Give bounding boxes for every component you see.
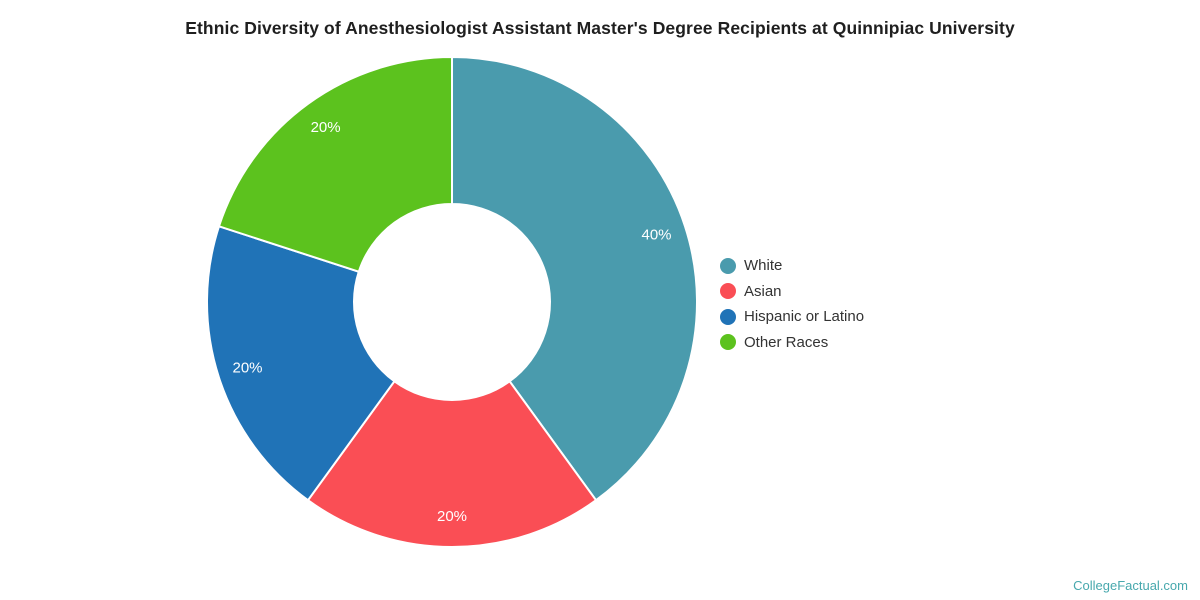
pie-slice-asian[interactable] (306, 379, 598, 549)
pie-slice-hispanic-or-latino[interactable] (205, 225, 396, 502)
chart-title: Ethnic Diversity of Anesthesiologist Ass… (185, 18, 1015, 38)
legend-item-asian[interactable]: Asian (720, 279, 864, 305)
watermark-link[interactable]: CollegeFactual.com (1073, 578, 1188, 593)
legend-label: Asian (744, 282, 782, 300)
legend-marker-circle-icon (720, 334, 736, 351)
legend-label: Hispanic or Latino (744, 308, 865, 326)
legend-item-hispanic-or-latino[interactable]: Hispanic or Latino (720, 304, 864, 330)
legend-marker-circle-icon (720, 308, 736, 325)
legend: White Asian Hispanic or Latino Other Races (720, 253, 864, 355)
legend-label: Other Races (744, 333, 829, 351)
legend-marker-circle-icon (720, 283, 736, 300)
pie-slice-other-races[interactable] (217, 55, 453, 273)
legend-item-other-races[interactable]: Other Races (720, 330, 864, 356)
legend-marker-circle-icon (720, 257, 736, 274)
legend-label: White (744, 257, 783, 275)
pie-slice-white[interactable] (451, 55, 699, 502)
legend-item-white[interactable]: White (720, 253, 864, 279)
